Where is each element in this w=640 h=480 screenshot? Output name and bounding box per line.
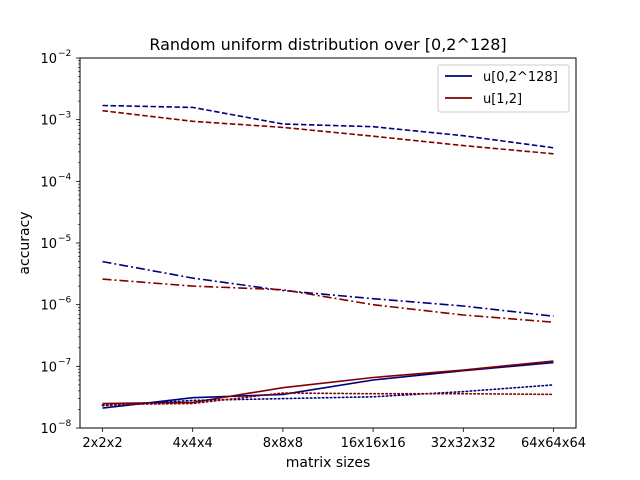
series-line-1-dashed [102, 109, 554, 155]
x-tick-label: 64x64x64 [521, 436, 586, 451]
legend-label: u[0,2^128] [483, 70, 558, 85]
series-line-7-dotted [101, 392, 555, 406]
y-tick-exponent: −8 [58, 419, 72, 429]
y-axis: 10−810−710−610−510−410−310−2 [40, 49, 80, 437]
y-tick-label: 10 [40, 114, 57, 129]
series-line-3-dashdot [102, 278, 554, 323]
y-tick-label: 10 [40, 237, 57, 252]
x-tick-label: 16x16x16 [341, 436, 406, 451]
y-tick-exponent: −6 [58, 296, 72, 306]
x-axis-label: matrix sizes [286, 455, 371, 471]
series-line-0-dashed [102, 104, 554, 149]
y-tick-label: 10 [40, 175, 57, 190]
y-tick-exponent: −7 [58, 357, 71, 367]
y-tick-label: 10 [40, 360, 57, 375]
series-line-2-dashdot [102, 260, 554, 317]
y-axis-label: accuracy [17, 211, 33, 274]
x-tick-label: 32x32x32 [431, 436, 496, 451]
y-tick-label: 10 [40, 299, 57, 314]
y-tick-exponent: −5 [58, 234, 71, 244]
x-tick-label: 8x8x8 [263, 436, 303, 451]
y-tick-label: 10 [40, 422, 57, 437]
series-line-6-dotted [101, 384, 555, 407]
x-tick-label: 2x2x2 [82, 436, 122, 451]
y-tick-label: 10 [40, 52, 57, 67]
chart-title: Random uniform distribution over [0,2^12… [149, 35, 506, 54]
y-tick-exponent: −3 [58, 111, 71, 121]
y-tick-exponent: −2 [58, 49, 71, 59]
plot-area [101, 104, 555, 409]
legend: u[0,2^128] u[1,2] [437, 64, 570, 113]
series-line-5-solid [102, 360, 554, 405]
y-tick-exponent: −4 [58, 172, 72, 182]
x-axis: 2x2x2 4x4x4 8x8x8 16x16x16 32x32x32 64x64x64 [82, 428, 586, 451]
legend-label: u[1,2] [483, 92, 522, 107]
x-tick-label: 4x4x4 [173, 436, 213, 451]
